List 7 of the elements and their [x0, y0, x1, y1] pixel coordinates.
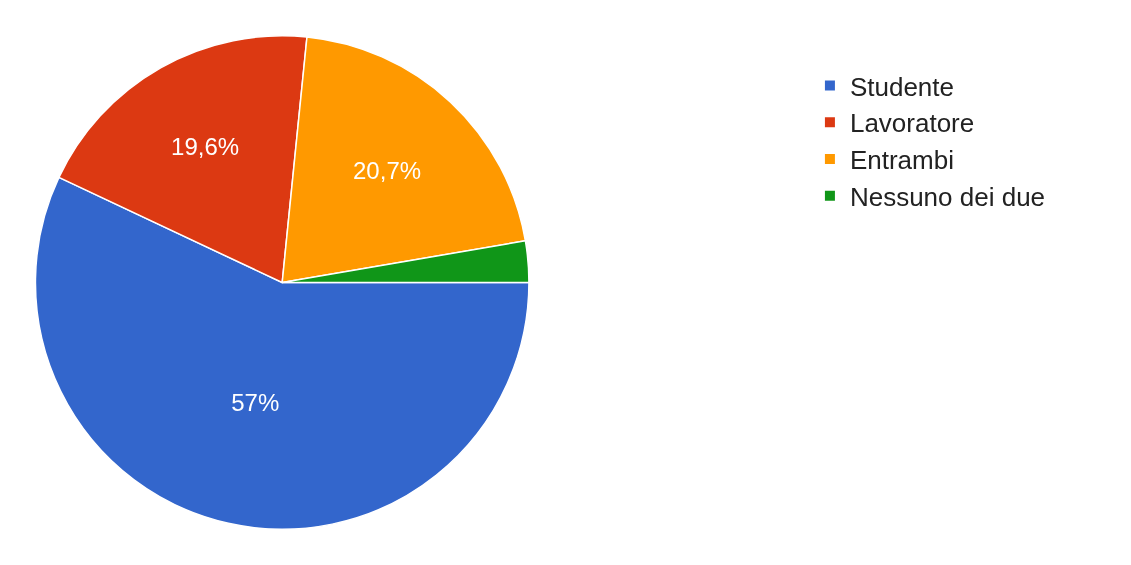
legend-label: Entrambi — [849, 145, 954, 176]
legend-label: Lavoratore — [849, 108, 975, 139]
legend-label: Nessuno dei due — [849, 181, 1046, 212]
legend-label: Studente — [849, 71, 955, 102]
data-label: 20,7% — [353, 156, 422, 184]
data-label: 57% — [231, 389, 280, 417]
data-label: 19,6% — [171, 132, 240, 160]
